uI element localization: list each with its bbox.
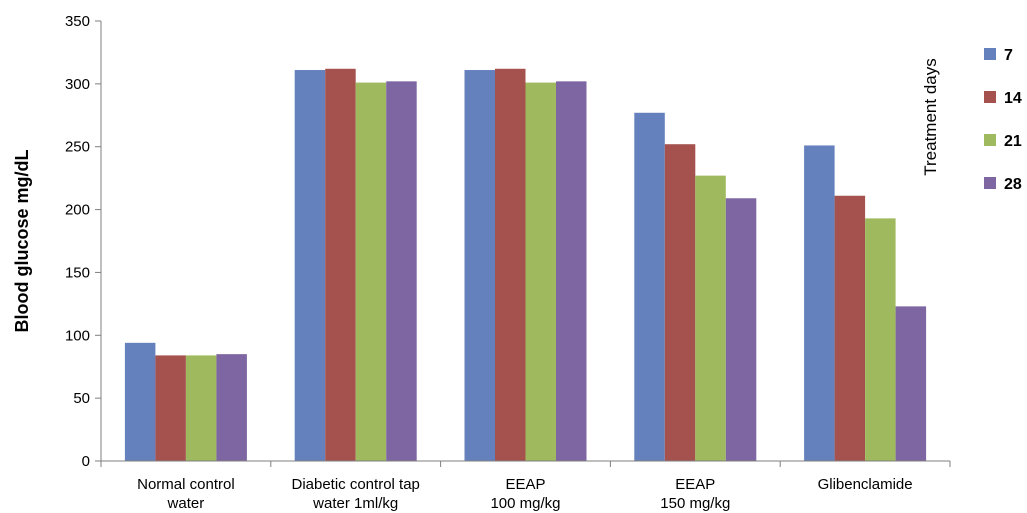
y-axis-label: Blood glucose mg/dL [12, 149, 32, 332]
bar-3-series-7 [634, 112, 665, 462]
x-tick-label: Diabetic control tap water 1ml/kg [291, 476, 419, 512]
legend-label-7: 7 [1004, 47, 1013, 64]
axes-group: 0 50 100 150 200 250 300 350 Normal control water… [12, 13, 951, 512]
bar-4-series-14 [834, 195, 866, 461]
bar-3-series-21 [695, 175, 726, 461]
bar-4-series-7 [804, 145, 835, 461]
x-tick-label: EEAP 100 mg/kg [490, 476, 560, 512]
x-tick-label: Normal control water [137, 476, 235, 512]
legend-swatch-21 [984, 134, 996, 146]
legend-label-21: 21 [1004, 133, 1022, 150]
bar-1-series-28 [386, 81, 417, 461]
bar-1-series-7 [294, 70, 326, 462]
bar-2-series-14 [495, 68, 526, 462]
bar-0-series-28 [216, 354, 247, 461]
bar-3-series-14 [664, 144, 696, 461]
legend: Treatment days 7 14 21 28 [921, 47, 1022, 193]
y-tick-label: 100 [65, 327, 90, 344]
bar-0-series-14 [155, 355, 186, 461]
bars-group [124, 68, 927, 462]
y-tick-label: 350 [65, 13, 90, 30]
y-tick-label: 150 [65, 264, 90, 281]
legend-swatch-14 [984, 91, 996, 103]
bar-4-series-21 [865, 218, 896, 461]
y-tick-label: 200 [65, 202, 90, 219]
bar-1-series-21 [355, 82, 387, 461]
y-tick-label: 50 [73, 390, 90, 407]
bar-3-series-28 [725, 198, 757, 461]
bar-0-series-7 [124, 342, 156, 461]
bar-2-series-28 [556, 81, 587, 461]
legend-swatch-28 [984, 177, 996, 189]
legend-label-14: 14 [1004, 90, 1022, 107]
y-tick-label: 300 [65, 76, 90, 93]
legend-label-28: 28 [1004, 176, 1022, 193]
legend-swatch-7 [984, 48, 996, 60]
bar-2-series-21 [525, 82, 556, 461]
bar-0-series-21 [185, 355, 217, 461]
legend-title: Treatment days [921, 58, 940, 175]
bar-2-series-7 [464, 70, 495, 462]
x-tick-label: EEAP 150 mg/kg [660, 476, 730, 512]
bar-4-series-28 [895, 306, 927, 461]
y-tick-label: 0 [82, 453, 90, 470]
x-tick-label: Glibenclamide [818, 476, 913, 493]
y-tick-label: 250 [65, 139, 90, 156]
bar-1-series-14 [325, 68, 356, 462]
